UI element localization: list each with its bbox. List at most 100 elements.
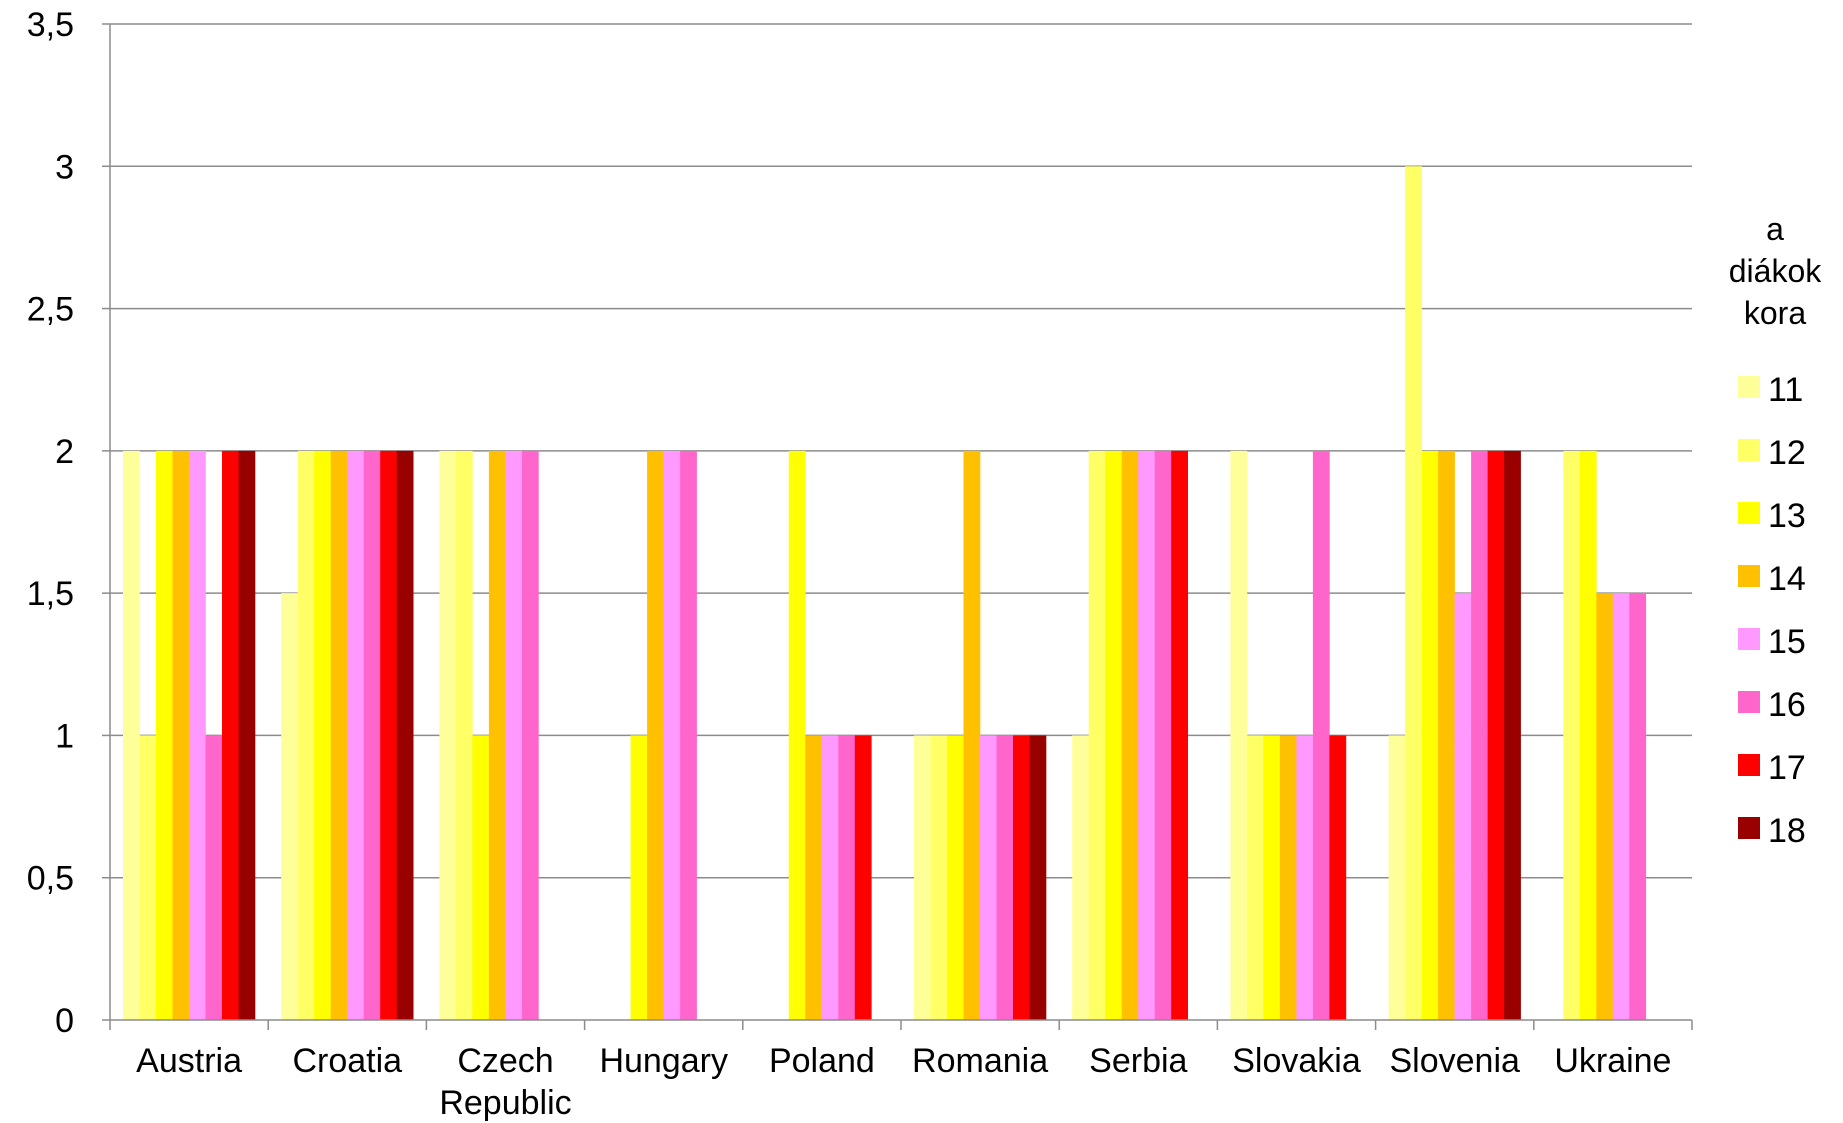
- bar: [838, 735, 856, 1020]
- legend-swatch: [1738, 376, 1760, 398]
- bar: [1246, 735, 1264, 1020]
- bar: [821, 735, 839, 1020]
- y-tick-label: 0: [55, 1002, 74, 1040]
- x-category-label: Hungary: [599, 1042, 728, 1080]
- y-tick-label: 3,5: [27, 6, 74, 44]
- bar: [805, 735, 823, 1020]
- bar: [238, 450, 256, 1020]
- legend-label: 18: [1768, 812, 1806, 850]
- bar: [281, 593, 298, 1020]
- bar: [1263, 735, 1281, 1020]
- x-category-label: Ukraine: [1554, 1042, 1671, 1080]
- bar: [630, 735, 648, 1020]
- bar: [680, 450, 697, 1020]
- bar: [788, 450, 806, 1020]
- legend-label: 12: [1768, 434, 1806, 472]
- bar: [472, 735, 490, 1020]
- legend-swatch: [1738, 691, 1760, 713]
- bar: [1029, 735, 1047, 1020]
- bar: [314, 450, 331, 1020]
- legend-swatch: [1738, 502, 1760, 524]
- bar: [521, 450, 539, 1020]
- bar: [1405, 166, 1422, 1021]
- y-tick-label: 2,5: [27, 291, 74, 329]
- y-tick-label: 1,5: [27, 575, 74, 613]
- bar: [663, 450, 681, 1020]
- x-category-label: Serbia: [1089, 1042, 1187, 1080]
- bar: [1421, 450, 1439, 1020]
- bar: [1596, 593, 1614, 1020]
- legend-label: 15: [1768, 623, 1806, 661]
- bar: [1312, 450, 1330, 1020]
- bar: [1088, 450, 1106, 1020]
- bar: [172, 450, 190, 1020]
- bar: [1629, 593, 1647, 1020]
- bar: [1579, 450, 1597, 1020]
- bar: [297, 450, 315, 1020]
- bar: [123, 450, 140, 1020]
- bar: [647, 450, 664, 1020]
- legend-swatch: [1738, 628, 1760, 650]
- bar: [222, 450, 239, 1020]
- bar: [455, 450, 473, 1020]
- y-tick-label: 3: [55, 148, 74, 186]
- bars: [123, 166, 1647, 1021]
- bar: [505, 450, 523, 1020]
- bar: [854, 735, 872, 1020]
- legend-label: 14: [1768, 560, 1806, 598]
- bar: [439, 450, 457, 1020]
- legend-label: 11: [1768, 371, 1803, 409]
- bar: [1171, 450, 1188, 1020]
- bar: [930, 735, 948, 1020]
- x-category-label: Czech Republic: [439, 1042, 571, 1122]
- bar: [1296, 735, 1314, 1020]
- bar: [330, 450, 348, 1020]
- legend: a diákok kora 11 12 13 14 15 16 17 18: [1729, 211, 1823, 850]
- legend-label: 17: [1768, 749, 1806, 787]
- bar: [1454, 593, 1472, 1020]
- legend-swatch: [1738, 439, 1760, 461]
- y-tick-label: 2: [55, 433, 74, 471]
- bar: [1438, 450, 1455, 1020]
- bar: [980, 735, 997, 1020]
- y-tick-label: 0,5: [27, 860, 74, 898]
- x-category-label: Poland: [769, 1042, 875, 1080]
- bar: [363, 450, 381, 1020]
- bar: [396, 450, 414, 1020]
- x-category-label: Croatia: [292, 1042, 402, 1080]
- bar: [1072, 735, 1089, 1020]
- bar: [1138, 450, 1155, 1020]
- bar: [947, 735, 964, 1020]
- bar: [1121, 450, 1139, 1020]
- bar: [1105, 450, 1122, 1020]
- bar: [139, 735, 157, 1020]
- bar: [488, 450, 506, 1020]
- legend-swatch: [1738, 565, 1760, 587]
- bar: [347, 450, 364, 1020]
- bar: [1279, 735, 1297, 1020]
- bar: [1230, 450, 1248, 1020]
- x-category-label: Slovakia: [1232, 1042, 1361, 1080]
- x-category-label: Austria: [136, 1042, 242, 1080]
- bar: [156, 450, 173, 1020]
- y-tick-labels: 0 0,5 1 1,5 2 2,5 3 3,5: [27, 6, 74, 1040]
- bar: [205, 735, 223, 1020]
- bar: [996, 735, 1014, 1020]
- legend-label: 13: [1768, 497, 1806, 535]
- bar: [1013, 735, 1030, 1020]
- bar: [189, 450, 206, 1020]
- bar: [380, 450, 397, 1020]
- bar: [963, 450, 981, 1020]
- legend-swatch: [1738, 817, 1760, 839]
- category-labels: Austria Croatia Czech Republic Hungary Poland…: [136, 1042, 1671, 1122]
- bar: [1612, 593, 1630, 1020]
- legend-label: 16: [1768, 686, 1806, 724]
- bar: [1329, 735, 1347, 1020]
- bar: [914, 735, 931, 1020]
- y-tick-label: 1: [55, 717, 74, 755]
- bar: [1154, 450, 1172, 1020]
- x-category-label: Slovenia: [1389, 1042, 1520, 1080]
- axes: [102, 23, 1693, 1030]
- legend-title: a diákok kora: [1729, 211, 1823, 331]
